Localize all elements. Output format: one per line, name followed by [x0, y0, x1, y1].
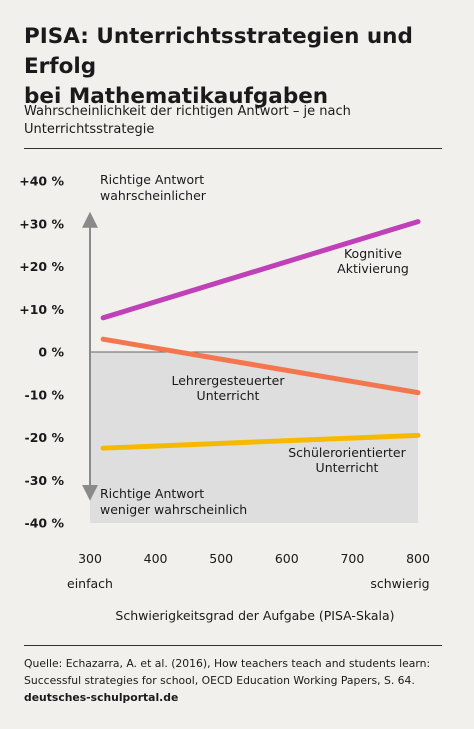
- x-annotation-hard: schwierig: [370, 576, 429, 591]
- y-axis: +40 % +30 % +20 % +10 % 0 % -10 % -20 % -30 % -4…: [19, 174, 64, 531]
- x-tick-label: 400: [144, 551, 168, 566]
- x-tick-label: 300: [78, 551, 102, 566]
- x-axis: 300 400 500 600 700 800: [78, 551, 430, 566]
- series-label-lehrergesteuert: Unterricht: [197, 388, 260, 403]
- x-tick-label: 700: [340, 551, 364, 566]
- series-label-schuelerorientiert: Unterricht: [316, 460, 379, 475]
- annotation-top-line-2: wahrscheinlicher: [100, 188, 207, 203]
- source-line-1: Quelle: Echazarra, A. et al. (2016), How…: [24, 657, 431, 670]
- chart-title: PISA: Unterrichtsstrategien und Erfolg b…: [24, 22, 454, 112]
- x-axis-label: Schwierigkeitsgrad der Aufgabe (PISA-Ska…: [115, 608, 394, 623]
- chart-subtitle: Wahrscheinlichkeit der richtigen Antwort…: [24, 103, 454, 139]
- series-label-kognitive-aktivierung: Kognitive: [344, 246, 402, 261]
- annotation-bottom-line-1: Richtige Antwort: [100, 486, 204, 501]
- y-tick-label: 0 %: [38, 345, 64, 360]
- series-line-lehrergesteuert: [100, 336, 421, 396]
- series-label-schuelerorientiert: Schülerorientierter: [288, 445, 406, 460]
- y-tick-label: +30 %: [19, 216, 64, 231]
- series-label-kognitive-aktivierung: Aktivierung: [337, 261, 409, 276]
- series-line-schuelerorientiert: [100, 432, 421, 451]
- title-line-2: bei Mathematikaufgaben: [24, 84, 329, 109]
- annotation-top-line-1: Richtige Antwort: [100, 172, 204, 187]
- series-labels: KognitiveAktivierungLehrergesteuerterUnt…: [171, 246, 408, 475]
- bottom-divider: [24, 645, 442, 646]
- source-line-2: Successful strategies for school, OECD E…: [24, 674, 415, 687]
- x-tick-label: 600: [275, 551, 299, 566]
- x-annotation-easy: einfach: [67, 576, 113, 591]
- top-divider: [24, 148, 442, 149]
- y-tick-label: -30 %: [25, 473, 65, 488]
- y-tick-label: +40 %: [19, 174, 64, 189]
- subtitle-line-1: Wahrscheinlichkeit der richtigen Antwort…: [24, 104, 351, 119]
- y-tick-label: -40 %: [25, 516, 65, 531]
- title-line-1: PISA: Unterrichtsstrategien und Erfolg: [24, 24, 413, 79]
- source-note: Quelle: Echazarra, A. et al. (2016), How…: [24, 655, 454, 706]
- y-tick-label: +20 %: [19, 259, 64, 274]
- y-tick-label: -20 %: [25, 430, 65, 445]
- series-label-lehrergesteuert: Lehrergesteuerter: [171, 373, 285, 388]
- line-chart: +40 % +30 % +20 % +10 % 0 % -10 % -20 % -30 % -4…: [19, 172, 430, 623]
- y-tick-label: +10 %: [19, 302, 64, 317]
- series-line-kognitive-aktivierung: [100, 219, 421, 321]
- site-credit: deutsches-schulportal.de: [24, 691, 179, 704]
- x-tick-label: 500: [209, 551, 233, 566]
- x-tick-label: 800: [406, 551, 430, 566]
- subtitle-line-2: Unterrichtsstrategie: [24, 122, 155, 137]
- annotation-bottom-line-2: weniger wahrscheinlich: [100, 502, 247, 517]
- y-tick-label: -10 %: [25, 387, 65, 402]
- series-lines: [100, 219, 421, 451]
